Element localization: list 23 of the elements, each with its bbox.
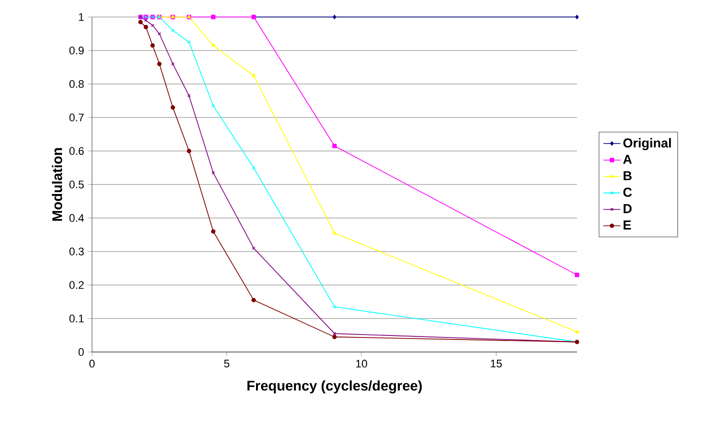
y-tick-label: 0.8 (69, 80, 84, 88)
y-tick-label: 0.2 (69, 281, 84, 289)
legend-label: D (624, 204, 632, 214)
y-tick-label: 1 (78, 13, 84, 21)
x-axis-title: Frequency (cycles/degree) (247, 380, 422, 394)
x-tick-label: 5 (224, 360, 230, 368)
x-tick-label: 10 (356, 360, 368, 368)
y-tick-label: 0.9 (69, 46, 84, 54)
legend-label: C (623, 188, 632, 197)
y-tick-label: 0.3 (69, 248, 84, 256)
legend-label: E (624, 220, 631, 230)
legend-label: Original (623, 138, 671, 150)
y-tick-label: 0.1 (69, 314, 84, 322)
x-tick-label: 15 (490, 360, 502, 368)
y-tick-label: 0.6 (69, 147, 84, 155)
y-tick-label: 0 (78, 348, 84, 356)
y-tick-label: 0.4 (69, 214, 84, 222)
x-tick-label: 0 (89, 360, 95, 368)
y-tick-label: 0.5 (69, 180, 84, 188)
y-axis-title: Modulation (52, 148, 62, 221)
y-tick-label: 0.7 (69, 114, 84, 122)
legend-label: B (624, 171, 632, 180)
legend-label: A (623, 154, 632, 164)
